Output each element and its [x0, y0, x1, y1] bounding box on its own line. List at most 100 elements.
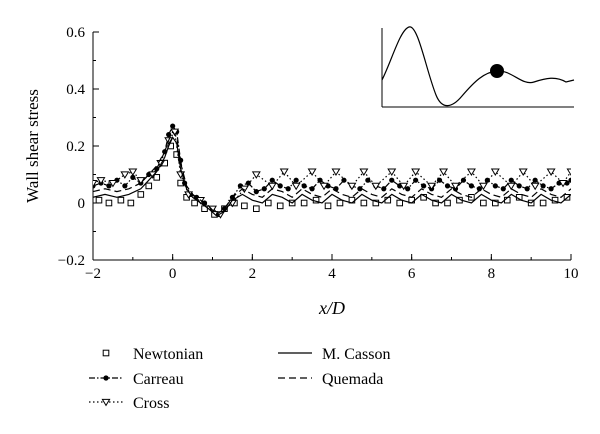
data-point [122, 183, 128, 189]
data-point [405, 186, 411, 192]
data-point [105, 199, 113, 207]
data-point [130, 174, 136, 180]
data-point [518, 168, 528, 177]
data-point [267, 182, 277, 191]
legend-item-cross: Cross [89, 395, 169, 412]
data-point [413, 177, 419, 183]
data-point [360, 199, 368, 207]
legend-label: Carreau [133, 371, 184, 388]
series-cross [93, 128, 571, 219]
data-point [309, 186, 315, 192]
data-point [95, 196, 103, 204]
data-point [128, 168, 138, 177]
data-point [279, 168, 289, 177]
data-point [276, 202, 284, 210]
legend-swatch-marker [101, 398, 111, 407]
data-point [301, 183, 307, 189]
data-point [106, 183, 112, 189]
y-ticks: −0.2 0 0.2 0.4 0.6 [58, 25, 99, 269]
legend-swatch-marker [102, 349, 110, 357]
data-point [191, 199, 198, 207]
data-point [389, 177, 395, 183]
data-point [508, 177, 514, 183]
data-point [336, 199, 344, 207]
data-point [277, 183, 283, 189]
data-point [253, 205, 260, 212]
data-point [532, 177, 538, 183]
x-tick-label: 10 [564, 266, 579, 282]
legend-swatch-marker [103, 375, 109, 381]
series-line [93, 124, 571, 216]
series-quemada [93, 130, 571, 216]
data-point [444, 199, 451, 207]
data-point [548, 186, 554, 192]
x-tick-label: 2 [249, 266, 257, 282]
x-tick-label: 6 [408, 266, 416, 282]
data-point [492, 183, 498, 189]
x-ticks: −2 0 2 4 6 8 10 [85, 254, 579, 282]
legend: Newtonian Carreau Cross M. Casson Quemada [89, 346, 390, 412]
data-point [399, 182, 409, 191]
series-line [93, 130, 571, 216]
data-point [439, 168, 449, 177]
data-point [500, 186, 506, 192]
data-point [251, 171, 261, 179]
data-point [450, 182, 460, 191]
y-tick-label: 0 [78, 196, 86, 212]
legend-label: Newtonian [133, 346, 203, 363]
data-point [478, 182, 488, 191]
data-point [341, 177, 347, 183]
data-point [546, 168, 556, 177]
data-point [285, 186, 291, 192]
data-point [480, 199, 487, 207]
data-point [357, 186, 363, 192]
data-point [466, 168, 476, 177]
data-point [558, 179, 568, 188]
data-point [241, 202, 248, 210]
data-point [108, 179, 118, 188]
data-point [153, 174, 161, 181]
x-tick-label: 0 [169, 266, 177, 282]
data-point [396, 199, 404, 207]
data-point [300, 199, 308, 207]
x-tick-label: 4 [328, 266, 336, 282]
data-point [460, 177, 467, 183]
data-point [137, 191, 145, 198]
data-point [492, 199, 499, 207]
data-point [524, 186, 530, 192]
legend-item-quemada: Quemada [278, 371, 383, 388]
data-point [293, 177, 299, 183]
data-point [264, 199, 272, 207]
data-point [516, 183, 522, 189]
x-axis-label: x/D [318, 298, 345, 318]
legend-label: Quemada [322, 371, 383, 388]
legend-label: M. Casson [322, 346, 390, 363]
data-point [387, 168, 397, 177]
x-tick-label: −2 [85, 266, 101, 282]
data-point [566, 168, 571, 177]
inset-curve [381, 26, 575, 107]
data-point [170, 123, 176, 129]
data-point [120, 171, 130, 179]
y-tick-label: −0.2 [58, 253, 85, 269]
data-point [540, 183, 546, 189]
data-point [490, 168, 500, 177]
data-point [324, 202, 332, 210]
series-newtonian [95, 142, 571, 218]
data-point [359, 168, 369, 177]
data-point [166, 132, 172, 138]
data-point [93, 179, 98, 188]
y-tick-label: 0.6 [66, 25, 85, 41]
data-point [96, 177, 106, 185]
legend-item-carreau: Carreau [89, 371, 184, 388]
data-point [319, 182, 329, 191]
legend-label: Cross [133, 395, 169, 412]
data-point [253, 189, 259, 195]
series-m-casson [93, 136, 571, 217]
data-point [444, 183, 451, 189]
legend-item-newtonian: Newtonian [102, 346, 203, 363]
legend-item-m-casson: M. Casson [278, 346, 390, 363]
series-layer [93, 123, 571, 219]
data-point [117, 196, 125, 204]
